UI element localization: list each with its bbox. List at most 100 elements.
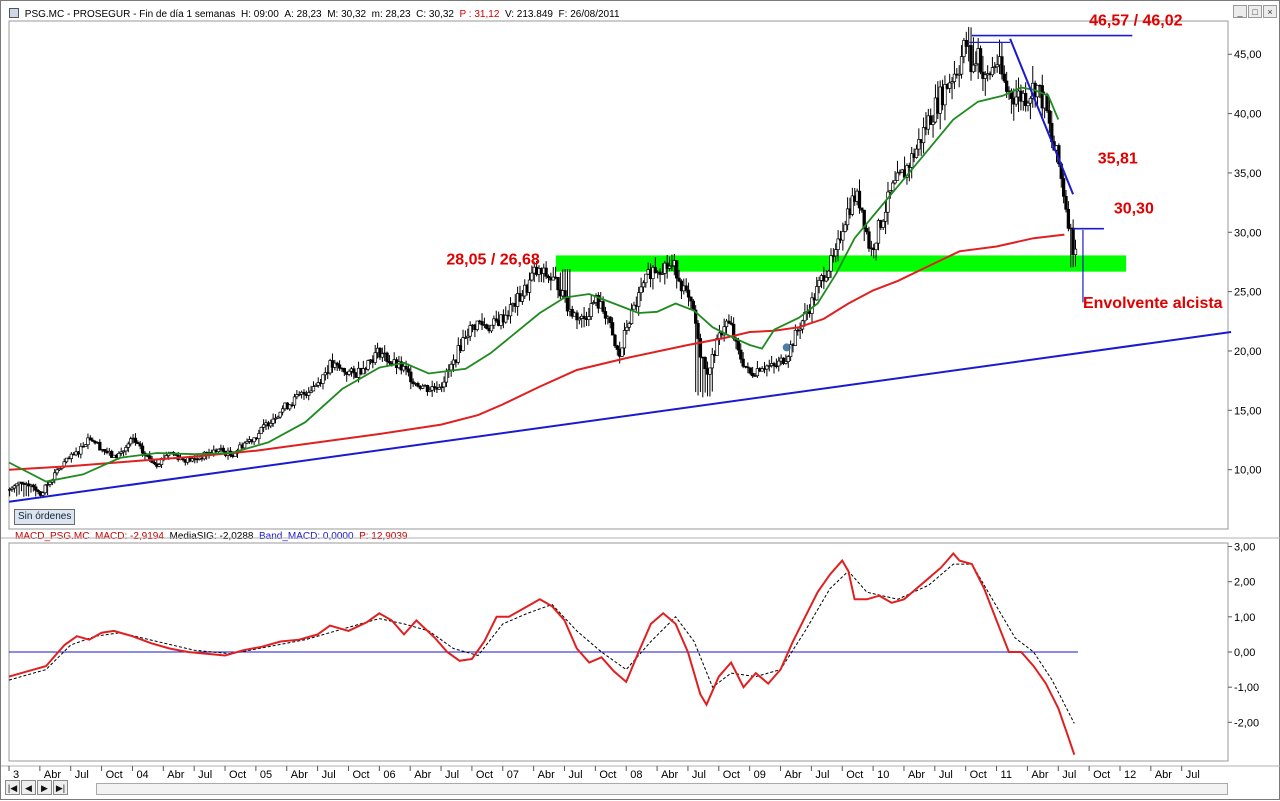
candle-body	[767, 365, 771, 367]
candle-body	[307, 392, 311, 396]
candle-body	[551, 276, 555, 281]
candle-body	[603, 311, 608, 319]
candle-body	[404, 366, 408, 370]
price-y-tick-label: 40,00	[1234, 109, 1262, 121]
candle-body	[684, 285, 688, 291]
candle-body	[841, 231, 845, 241]
candle-body	[736, 340, 741, 351]
x-tick-label: Jul	[322, 769, 336, 781]
price-y-tick-label: 10,00	[1234, 465, 1262, 477]
candle-body	[121, 450, 126, 453]
next-button[interactable]: ▶	[37, 780, 52, 795]
x-tick-label: 11	[1001, 769, 1012, 781]
candle-body	[276, 416, 280, 419]
annotation-label: 28,05 / 26,68	[446, 251, 540, 268]
candle-body	[271, 418, 275, 424]
candle-body	[952, 73, 957, 83]
candle-body	[703, 356, 707, 370]
macd-y-tick-label: 3,00	[1234, 542, 1255, 554]
candle-body	[729, 322, 733, 325]
x-tick-label: Abr	[44, 769, 61, 781]
candle-body	[428, 389, 432, 392]
orders-button[interactable]: Sin órdenes	[14, 509, 76, 525]
candle-body	[881, 221, 885, 228]
candle-body	[110, 451, 114, 458]
x-tick-label: 10	[877, 769, 889, 781]
candle-body	[639, 286, 643, 294]
candle-body	[983, 74, 987, 79]
candle-body	[698, 338, 703, 358]
horizontal-scrollbar[interactable]	[96, 783, 1228, 795]
close-button[interactable]: ×	[1263, 5, 1277, 18]
open-text: A: 28,23	[284, 9, 322, 20]
candle-body	[527, 279, 532, 293]
price-y-tick-label: 45,00	[1234, 49, 1262, 61]
candle-body	[55, 469, 59, 474]
candle-body	[508, 304, 513, 317]
candle-body	[259, 426, 263, 434]
candle-body	[921, 127, 926, 144]
prev-button[interactable]: ◀	[21, 780, 36, 795]
candle-body	[826, 270, 831, 278]
candle-body	[292, 396, 297, 406]
candle-body	[971, 64, 976, 73]
macd-signal-line	[8, 563, 1075, 724]
candle-body	[124, 447, 128, 452]
candle-body	[577, 318, 582, 321]
candle-body	[1005, 80, 1009, 92]
candle-body	[722, 326, 726, 336]
candle-body	[917, 139, 921, 150]
candle-body	[252, 437, 256, 443]
candle-body	[644, 273, 648, 284]
maximize-button[interactable]: □	[1248, 5, 1262, 18]
support-trendline	[8, 330, 1232, 503]
candle-body	[750, 372, 755, 377]
candle-body	[793, 329, 798, 346]
x-tick-label: Oct	[970, 769, 987, 781]
candle-body	[715, 338, 719, 356]
annotation-label: Envolvente alcista	[1083, 295, 1223, 312]
x-tick-label: Jul	[1186, 769, 1200, 781]
candle-body	[891, 182, 895, 192]
candle-body	[387, 361, 392, 364]
minimize-button[interactable]: _	[1233, 5, 1247, 18]
candle-body	[342, 368, 346, 373]
x-tick-label: Abr	[291, 769, 308, 781]
price-text: P : 31,12	[459, 9, 500, 20]
candle-body	[333, 362, 337, 368]
candle-body	[836, 238, 840, 250]
macd-y-tick-label: -2,00	[1234, 717, 1259, 729]
candle-body	[378, 347, 382, 358]
candle-body	[575, 312, 579, 321]
hour-text: H: 09:00	[240, 9, 279, 20]
candle-body	[7, 489, 12, 491]
candle-body	[432, 386, 437, 388]
candle-body	[53, 472, 57, 481]
candle-body	[425, 384, 430, 392]
candle-body	[119, 451, 123, 454]
candle-body	[430, 386, 434, 391]
candle-body	[834, 249, 838, 257]
candle-body	[157, 464, 161, 467]
volume-text: V: 213.849	[504, 9, 553, 20]
x-tick-label: Abr	[908, 769, 925, 781]
x-tick-label: 3	[13, 769, 19, 781]
candle-body	[1064, 196, 1068, 210]
candle-body	[969, 45, 973, 73]
x-tick-label: Oct	[229, 769, 246, 781]
first-page-button[interactable]: |◀	[5, 780, 20, 795]
x-tick-label: Oct	[846, 769, 863, 781]
candle-body	[874, 242, 878, 251]
candle-body	[421, 385, 425, 389]
last-page-button[interactable]: ▶|	[53, 780, 68, 795]
price-y-tick-label: 35,00	[1234, 168, 1262, 180]
candle-body	[442, 381, 446, 388]
candle-body	[48, 481, 52, 485]
candle-body	[43, 484, 47, 494]
candle-body	[411, 381, 415, 384]
candle-body	[416, 383, 420, 387]
candle-body	[1028, 97, 1033, 104]
candle-body	[620, 347, 624, 357]
candle-body	[739, 349, 743, 360]
candle-body	[314, 385, 318, 387]
